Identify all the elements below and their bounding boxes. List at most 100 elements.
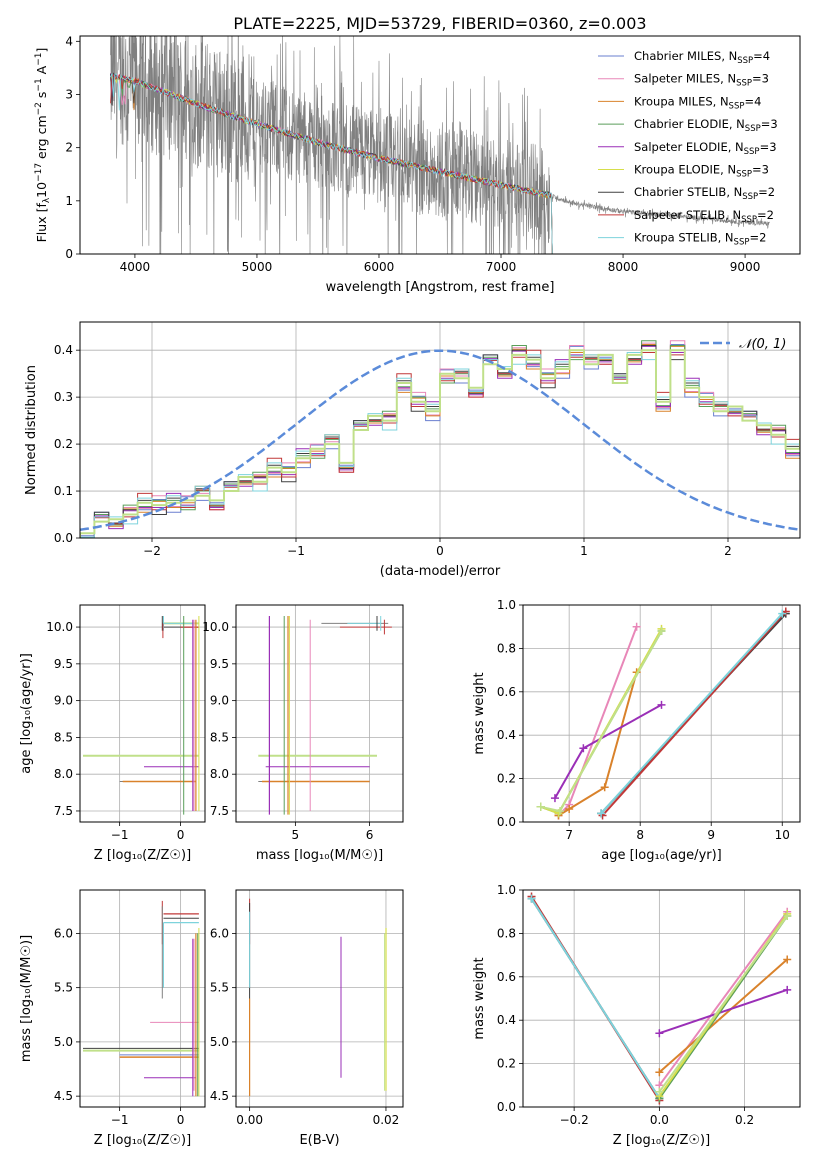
age-Z-ytick-label: 8.0 <box>54 767 73 781</box>
normed-xtick-label: 0 <box>436 544 444 558</box>
mw-Z-point <box>527 894 536 903</box>
mw-age-series-line <box>601 610 787 817</box>
mw-age-ytick-label: 0.8 <box>497 641 516 655</box>
spectrum-legend-entry: Kroupa STELIB, NSSP=2 <box>634 231 766 248</box>
mass-Z-xlabel: Z [log₁₀(Z/Z☉)] <box>94 1133 191 1148</box>
mw-Z-series-line <box>658 911 789 1086</box>
spectrum-ytick-label: 4 <box>65 34 73 48</box>
age-mass-xtick-label: 6 <box>366 828 374 842</box>
spectrum-xtick-label: 5000 <box>242 260 273 274</box>
mass-Z-ytick-label: 5.0 <box>54 1035 73 1049</box>
mass-ebv-xtick-label: 0.02 <box>373 1113 400 1127</box>
mw-age-point <box>657 627 666 636</box>
spectrum-xtick-label: 6000 <box>364 260 395 274</box>
age-Z-ytick-label: 10.0 <box>46 620 73 634</box>
normed-ytick-label: 0.4 <box>54 343 73 357</box>
normed-ytick-label: 0.3 <box>54 390 73 404</box>
age-Z-ylabel: age [log₁₀(age/yr)] <box>19 653 34 774</box>
spectrum-ytick-label: 3 <box>65 87 73 101</box>
spectrum-legend-entry: Chabrier ELODIE, NSSP=3 <box>634 117 778 134</box>
mw-Z-ytick-label: 0.6 <box>497 970 516 984</box>
mw-Z-ytick-label: 0.4 <box>497 1013 516 1027</box>
mw-Z-series-line <box>659 988 788 1035</box>
age-mass-xtick-label: 5 <box>292 828 300 842</box>
mw-Z-point <box>655 1087 664 1096</box>
normed-normal-curve <box>80 349 800 532</box>
mass-ebv-xtick-label: 0.00 <box>236 1113 263 1127</box>
mass-Z-xtick-label: 0 <box>177 1113 185 1127</box>
spectrum-ytick-label: 0 <box>65 247 73 261</box>
age-mass-ytick-label: 10.0 <box>202 620 229 634</box>
mw-age-point <box>597 809 606 818</box>
spectrum-legend-entry: Salpeter MILES, NSSP=3 <box>634 72 769 89</box>
mw-Z-point <box>783 985 792 994</box>
age-mass-ytick-label: 9.0 <box>210 694 229 708</box>
mass-Z-ytick-label: 6.0 <box>54 926 73 940</box>
mw-age-point <box>778 609 787 618</box>
age-Z-ytick-label: 7.5 <box>54 804 73 818</box>
spectrum-legend-entry: Salpeter ELODIE, NSSP=3 <box>634 140 777 157</box>
mw-age-point <box>579 744 588 753</box>
mass-ebv-ytick-label: 5.0 <box>210 1035 229 1049</box>
age-Z-ytick-label: 8.5 <box>54 730 73 744</box>
mw-age-point <box>632 622 641 631</box>
mw-Z-ylabel: mass weight <box>472 957 487 1039</box>
mw-Z-point <box>783 912 792 921</box>
normed-ytick-label: 0.1 <box>54 484 73 498</box>
normed-xtick-label: 1 <box>580 544 588 558</box>
age-Z-ytick-label: 9.5 <box>54 657 73 671</box>
mass-ebv-ytick-label: 4.5 <box>210 1089 229 1103</box>
mw-Z-ytick-label: 0.0 <box>497 1100 516 1114</box>
age-mass-axes: 5 6 7.5 8.0 8.5 9.0 9.5 10.0 mass [log₁₀(M/M☉)] <box>202 605 403 863</box>
mw-Z-axes: −0.2 0.0 0.2 0.0 0.2 0.4 0.6 0.8 1.0 Z [log₁₀(Z/Z… <box>472 883 800 1148</box>
normed-ylabel: Normed distribution <box>24 365 39 495</box>
mass-Z-xtick-label: −1 <box>111 1113 129 1127</box>
mass-ebv-ytick-label: 5.5 <box>210 981 229 995</box>
mass-Z-frame <box>79 889 206 1108</box>
mw-Z-ytick-label: 1.0 <box>497 883 516 897</box>
mw-Z-series-line <box>530 898 661 1099</box>
mw-age-point <box>565 804 574 813</box>
mw-Z-series-line <box>658 958 788 1074</box>
mw-Z-point <box>655 1068 664 1077</box>
mass-ebv-ytick-label: 6.0 <box>210 926 229 940</box>
normed-xtick-label: 2 <box>724 544 732 558</box>
normed-xtick-label: −2 <box>143 544 161 558</box>
mw-Z-frame <box>522 889 801 1108</box>
age-Z-xtick-label: 0 <box>177 828 185 842</box>
spectrum-xlabel: wavelength [Angstrom, rest frame] <box>326 280 555 295</box>
normed-hist-line <box>80 345 800 538</box>
mw-Z-ytick-label: 0.8 <box>497 926 516 940</box>
mw-age-point <box>600 783 609 792</box>
mw-age-ytick-label: 0.6 <box>497 685 516 699</box>
spectrum-xtick-label: 4000 <box>120 260 151 274</box>
mass-Z-ytick-label: 4.5 <box>54 1089 73 1103</box>
normed-frame <box>79 321 801 539</box>
spectrum-xtick-label: 8000 <box>608 260 639 274</box>
mw-age-series-line <box>600 613 783 814</box>
spectrum-legend-entry: Kroupa ELODIE, NSSP=3 <box>634 163 769 180</box>
spectrum-ytick-label: 1 <box>65 194 73 208</box>
age-Z-xlabel: Z [log₁₀(Z/Z☉)] <box>94 848 191 863</box>
mw-Z-xtick-label: 0.2 <box>735 1113 754 1127</box>
mw-age-point <box>657 700 666 709</box>
age-mass-ytick-label: 8.5 <box>210 730 229 744</box>
mw-age-xtick-label: 7 <box>565 828 573 842</box>
mw-Z-xtick-label: 0.0 <box>650 1113 669 1127</box>
normed-ytick-label: 0.2 <box>54 437 73 451</box>
age-Z-frame <box>79 604 206 823</box>
age-mass-ytick-label: 9.5 <box>210 657 229 671</box>
normed-ytick-label: 0.0 <box>54 531 73 545</box>
spectrum-legend-entry: Kroupa MILES, NSSP=4 <box>634 94 761 111</box>
spectrum-ytick-label: 2 <box>65 141 73 155</box>
spectrum-xtick-label: 9000 <box>730 260 761 274</box>
mw-Z-point <box>783 955 792 964</box>
spectrum-frame <box>79 35 801 255</box>
age-mass-xlabel: mass [log₁₀(M/M☉)] <box>256 848 383 863</box>
mw-Z-xtick-label: −0.2 <box>560 1113 589 1127</box>
spectrum-legend-entry: Salpeter STELIB, NSSP=2 <box>634 208 774 225</box>
spectrum-legend-entry: Chabrier MILES, NSSP=4 <box>634 49 770 66</box>
mw-age-ylabel: mass weight <box>472 672 487 754</box>
mw-age-ytick-label: 0.2 <box>497 772 516 786</box>
